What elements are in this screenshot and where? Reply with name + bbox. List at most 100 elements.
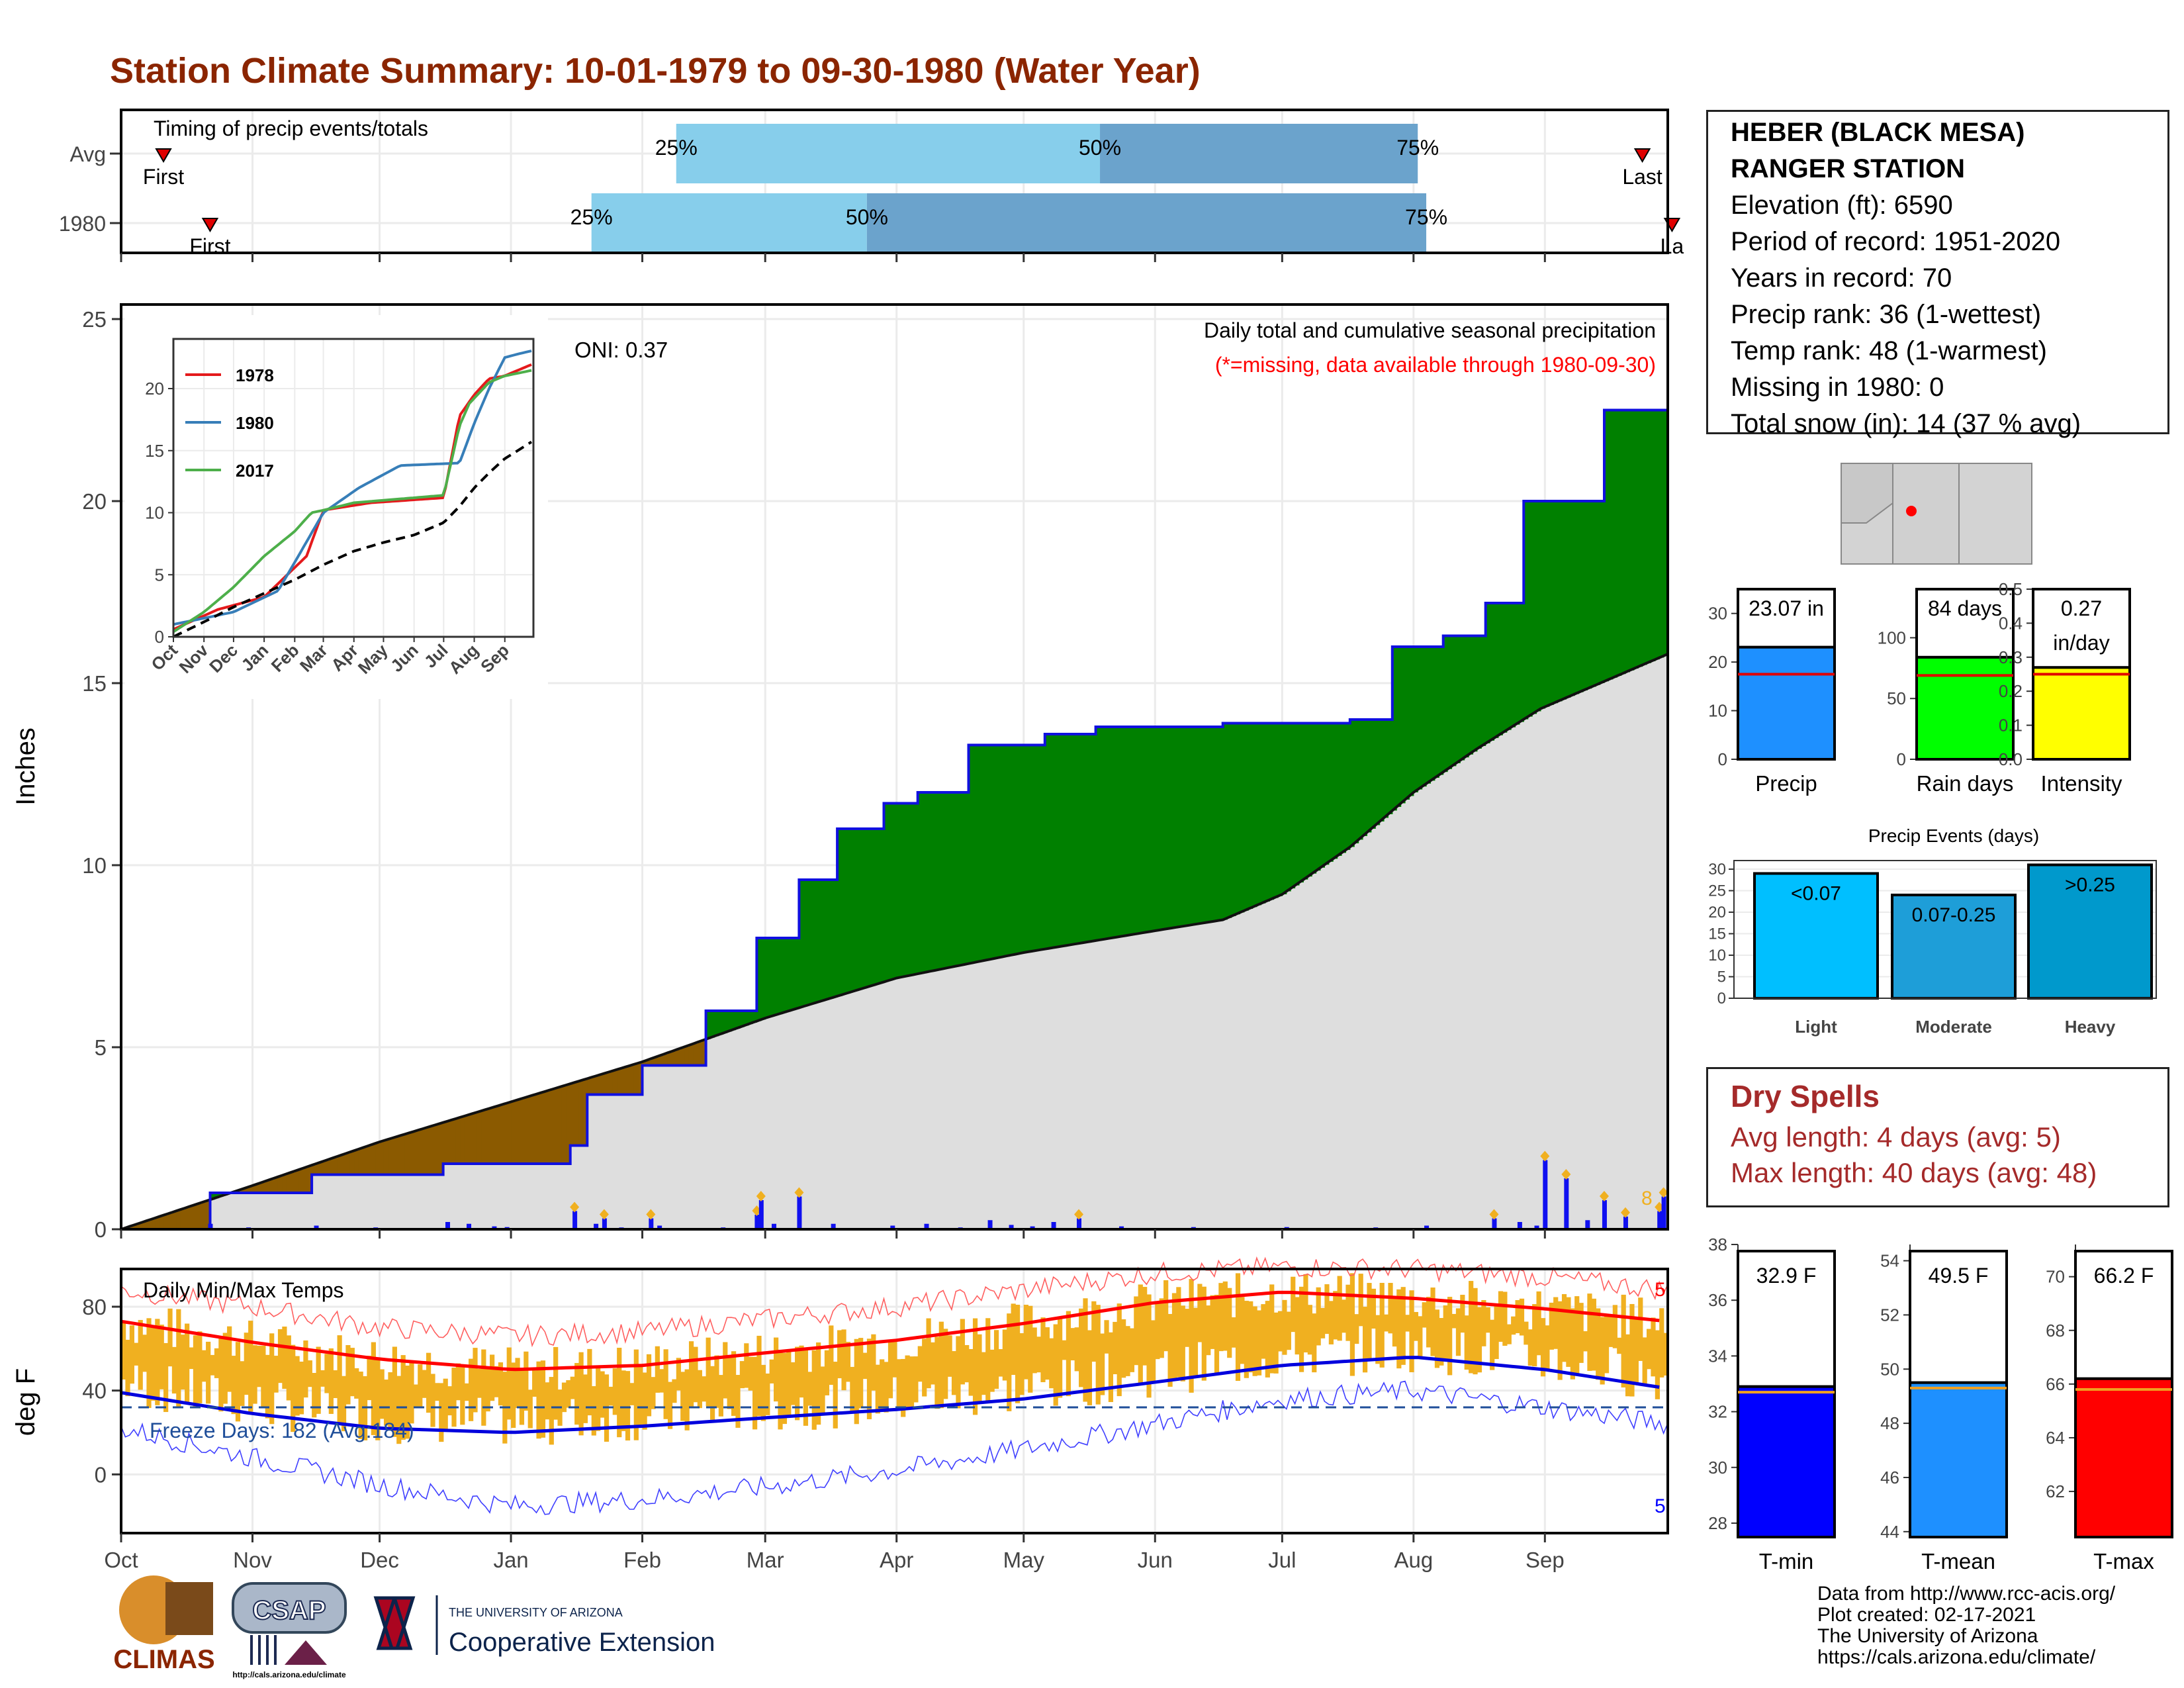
below-average-fill <box>371 1145 376 1175</box>
daily-temp-bar <box>735 1375 741 1428</box>
daily-temp-bar <box>1608 1317 1614 1347</box>
daily-temp-bar <box>447 1386 453 1416</box>
temp-frame <box>120 1268 1669 1534</box>
daily-temp-bar <box>1464 1315 1469 1370</box>
inset-line-2017 <box>172 369 532 633</box>
above-average-fill <box>1367 720 1372 833</box>
below-average-fill <box>557 1088 563 1164</box>
daily-temp-bar <box>621 1370 626 1431</box>
above-average-fill <box>1629 410 1635 671</box>
timing-last-marker <box>1633 148 1651 163</box>
daily-temp-bar <box>1527 1329 1533 1366</box>
daily-temp-bar <box>375 1358 381 1440</box>
below-average-fill <box>621 1068 626 1095</box>
below-average-fill <box>324 1160 330 1175</box>
daily-temp-bar <box>490 1354 495 1401</box>
above-average-fill <box>1545 501 1550 707</box>
events-y-tick-label: 20 <box>1708 904 1726 921</box>
daily-temp-bar <box>1235 1273 1241 1382</box>
above-average-fill <box>210 1193 215 1200</box>
above-average-fill <box>1418 647 1423 790</box>
daily-temp-bar <box>320 1370 326 1387</box>
above-average-fill <box>748 1011 753 1025</box>
below-average-fill <box>295 1171 300 1193</box>
below-average-fill <box>400 1135 406 1175</box>
daily-temp-bar <box>659 1369 664 1393</box>
timing-last-label: Last <box>1622 165 1662 189</box>
above-average-fill <box>1214 727 1219 921</box>
below-average-fill <box>379 1142 385 1175</box>
tbar-value-box <box>1737 1250 1836 1388</box>
below-average-fill <box>138 1223 143 1229</box>
above-average-fill <box>1261 723 1266 904</box>
daily-temp-bar <box>1451 1313 1457 1329</box>
events-y-tick-label: 25 <box>1708 882 1726 900</box>
above-average-fill <box>1646 410 1651 663</box>
daily-temp-bar <box>1307 1305 1312 1355</box>
daily-temp-bar <box>600 1371 605 1418</box>
below-average-fill <box>261 1182 266 1193</box>
daily-temp-bar <box>1587 1293 1592 1371</box>
tbar-y-tick-label: 28 <box>1708 1513 1727 1533</box>
daily-temp-bar <box>841 1329 846 1391</box>
above-average-fill <box>1273 723 1279 898</box>
below-average-fill <box>298 1169 304 1193</box>
temp-y-axis-label: deg F <box>11 1368 40 1436</box>
above-average-fill <box>1392 647 1397 811</box>
daily-temp-bar <box>938 1321 944 1409</box>
daily-temp-bar <box>1629 1303 1635 1397</box>
daily-precip-bar <box>1077 1218 1082 1229</box>
average-max-line <box>120 1290 1660 1372</box>
daily-precip-bar <box>1543 1160 1548 1229</box>
daily-temp-bar <box>1189 1279 1194 1393</box>
below-average-fill <box>651 1058 656 1066</box>
daily-temp-bar <box>1286 1311 1291 1350</box>
daily-temp-bar <box>1011 1303 1016 1376</box>
daily-temp-bar <box>494 1366 499 1397</box>
daily-temp-bar <box>811 1350 817 1430</box>
below-average-fill <box>171 1212 177 1229</box>
daily-temp-bar <box>337 1335 342 1425</box>
daily-precip-bar <box>758 1200 764 1229</box>
temp-y-tick-label: 40 <box>82 1379 107 1403</box>
precip-y-tick-label: 10 <box>82 853 107 878</box>
daily-temp-bar <box>744 1343 749 1388</box>
above-average-fill <box>1087 734 1092 943</box>
daily-temp-bar <box>379 1369 385 1419</box>
daily-temp-bar <box>561 1382 567 1413</box>
daily-temp-bar <box>1036 1336 1042 1373</box>
above-average-fill <box>714 1011 719 1037</box>
above-average-fill <box>1345 723 1351 850</box>
tbar-value-label: 66.2 F <box>2094 1264 2154 1288</box>
daily-temp-bar <box>159 1325 164 1389</box>
summary-value-box <box>2032 588 2131 669</box>
daily-temp-bar <box>413 1384 418 1407</box>
above-average-fill <box>1477 635 1482 749</box>
below-average-fill <box>396 1137 402 1175</box>
daily-precip-bar <box>1585 1220 1590 1229</box>
daily-temp-bar <box>540 1360 546 1438</box>
tbar-y-tick-label: 62 <box>2046 1481 2065 1501</box>
daily-temp-bar <box>1218 1283 1224 1352</box>
large-event-marker <box>1074 1209 1084 1220</box>
daily-temp-bar <box>905 1355 910 1407</box>
above-average-fill <box>1451 635 1457 767</box>
daily-temp-bar <box>655 1346 660 1393</box>
summary-bar-intensity <box>2032 666 2131 761</box>
below-average-fill <box>633 1064 639 1095</box>
daily-temp-bar <box>964 1344 970 1383</box>
timing-panel: 25% 50% 75% First Last Avg 25% 50% 75% First La 198… <box>59 109 1684 262</box>
daily-temp-bar <box>1015 1305 1021 1403</box>
below-average-fill <box>587 1078 592 1095</box>
csap-url-text: http://cals.arizona.edu/climate <box>232 1670 346 1679</box>
oni-label: ONI: 0.37 <box>574 338 668 362</box>
above-average-fill <box>1053 734 1058 948</box>
daily-temp-bar <box>930 1342 936 1385</box>
below-average-fill <box>511 1102 516 1164</box>
below-average-fill <box>481 1111 486 1164</box>
above-average-fill <box>1277 723 1283 896</box>
daily-temp-bar <box>460 1364 465 1425</box>
tbar-label: T-mean <box>1921 1549 1995 1573</box>
daily-temp-bar <box>1655 1330 1660 1399</box>
tbar-value-box <box>2074 1250 2173 1380</box>
